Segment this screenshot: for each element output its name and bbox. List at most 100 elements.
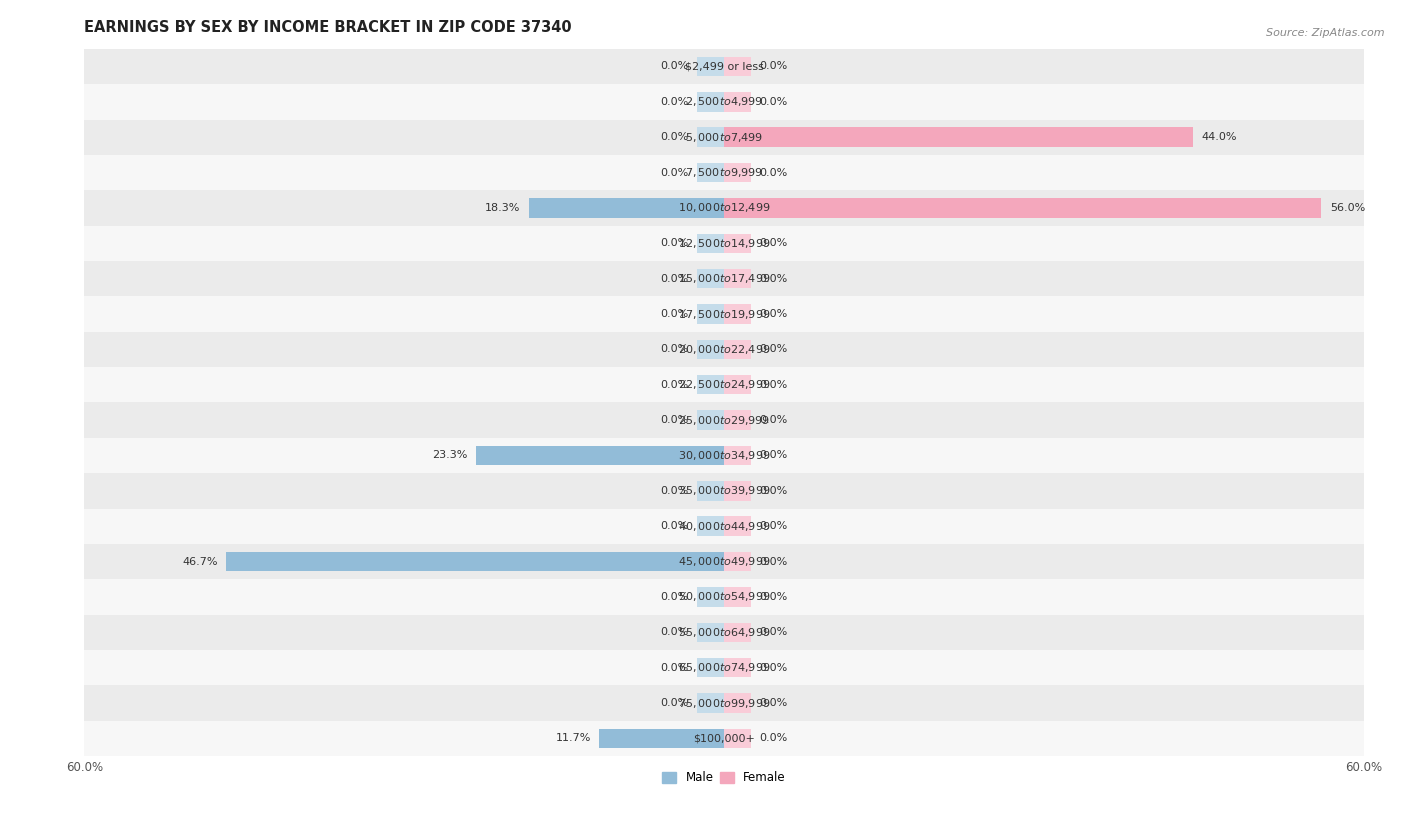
Text: 56.0%: 56.0% — [1330, 203, 1365, 213]
Text: 0.0%: 0.0% — [759, 663, 787, 672]
Bar — [475, 446, 724, 465]
Text: 0.0%: 0.0% — [759, 62, 787, 72]
Text: 0.0%: 0.0% — [661, 486, 689, 496]
Bar — [84, 402, 1364, 437]
Text: 0.0%: 0.0% — [759, 733, 787, 743]
Bar — [724, 57, 751, 76]
Text: 0.0%: 0.0% — [661, 521, 689, 531]
Bar — [84, 49, 1364, 85]
Text: $100,000+: $100,000+ — [693, 733, 755, 743]
Bar — [84, 296, 1364, 332]
Text: 0.0%: 0.0% — [759, 309, 787, 319]
Text: $25,000 to $29,999: $25,000 to $29,999 — [678, 414, 770, 427]
Text: $20,000 to $22,499: $20,000 to $22,499 — [678, 343, 770, 356]
Bar — [697, 163, 724, 182]
Text: 0.0%: 0.0% — [661, 133, 689, 142]
Text: 0.0%: 0.0% — [759, 450, 787, 460]
Text: 0.0%: 0.0% — [759, 97, 787, 107]
Bar — [724, 446, 751, 465]
Text: 0.0%: 0.0% — [661, 167, 689, 177]
Bar — [724, 92, 751, 111]
Bar — [724, 163, 751, 182]
Text: 0.0%: 0.0% — [661, 97, 689, 107]
Bar — [84, 650, 1364, 685]
Text: 0.0%: 0.0% — [759, 698, 787, 708]
Text: $7,500 to $9,999: $7,500 to $9,999 — [685, 166, 763, 179]
Text: 0.0%: 0.0% — [661, 309, 689, 319]
Text: $30,000 to $34,999: $30,000 to $34,999 — [678, 449, 770, 462]
Text: 18.3%: 18.3% — [485, 203, 520, 213]
Bar — [84, 225, 1364, 261]
Text: $40,000 to $44,999: $40,000 to $44,999 — [678, 520, 770, 533]
Bar — [697, 128, 724, 147]
Text: $15,000 to $17,499: $15,000 to $17,499 — [678, 272, 770, 285]
Text: EARNINGS BY SEX BY INCOME BRACKET IN ZIP CODE 37340: EARNINGS BY SEX BY INCOME BRACKET IN ZIP… — [84, 20, 572, 35]
Text: $50,000 to $54,999: $50,000 to $54,999 — [678, 590, 770, 603]
Text: 0.0%: 0.0% — [661, 345, 689, 354]
Text: $10,000 to $12,499: $10,000 to $12,499 — [678, 202, 770, 215]
Text: 23.3%: 23.3% — [432, 450, 467, 460]
Bar — [724, 269, 751, 289]
Bar — [84, 84, 1364, 120]
Bar — [84, 544, 1364, 579]
Bar — [724, 198, 1322, 218]
Text: 0.0%: 0.0% — [759, 521, 787, 531]
Text: 0.0%: 0.0% — [759, 415, 787, 425]
Text: 0.0%: 0.0% — [661, 628, 689, 637]
Bar — [697, 516, 724, 536]
Bar — [84, 190, 1364, 226]
Bar — [697, 340, 724, 359]
Text: 0.0%: 0.0% — [759, 238, 787, 248]
Bar — [529, 198, 724, 218]
Bar — [84, 615, 1364, 650]
Bar — [84, 720, 1364, 756]
Text: $2,500 to $4,999: $2,500 to $4,999 — [685, 95, 763, 108]
Text: 0.0%: 0.0% — [661, 415, 689, 425]
Bar — [724, 516, 751, 536]
Text: 46.7%: 46.7% — [183, 557, 218, 567]
Text: 0.0%: 0.0% — [661, 380, 689, 389]
Bar — [697, 623, 724, 642]
Bar — [84, 685, 1364, 720]
Text: 0.0%: 0.0% — [759, 274, 787, 284]
Bar — [84, 473, 1364, 509]
Bar — [724, 658, 751, 677]
Bar — [724, 728, 751, 748]
Text: 0.0%: 0.0% — [759, 628, 787, 637]
Bar — [724, 481, 751, 501]
Bar — [697, 57, 724, 76]
Bar — [697, 481, 724, 501]
Bar — [84, 437, 1364, 473]
Bar — [724, 411, 751, 430]
Text: $45,000 to $49,999: $45,000 to $49,999 — [678, 555, 770, 568]
Bar — [84, 332, 1364, 367]
Text: Source: ZipAtlas.com: Source: ZipAtlas.com — [1267, 28, 1385, 38]
Bar — [84, 509, 1364, 544]
Bar — [697, 92, 724, 111]
Bar — [84, 120, 1364, 155]
Text: 0.0%: 0.0% — [759, 557, 787, 567]
Bar — [724, 623, 751, 642]
Text: 0.0%: 0.0% — [759, 167, 787, 177]
Bar — [697, 233, 724, 253]
Text: $55,000 to $64,999: $55,000 to $64,999 — [678, 626, 770, 639]
Bar — [84, 579, 1364, 615]
Bar — [697, 375, 724, 394]
Bar — [724, 587, 751, 606]
Text: 0.0%: 0.0% — [759, 486, 787, 496]
Bar — [84, 367, 1364, 402]
Text: 0.0%: 0.0% — [759, 592, 787, 602]
Bar — [724, 304, 751, 324]
Text: $35,000 to $39,999: $35,000 to $39,999 — [678, 485, 770, 498]
Text: $22,500 to $24,999: $22,500 to $24,999 — [678, 378, 770, 391]
Text: $65,000 to $74,999: $65,000 to $74,999 — [678, 661, 770, 674]
Text: 0.0%: 0.0% — [661, 663, 689, 672]
Bar — [724, 340, 751, 359]
Text: 0.0%: 0.0% — [661, 274, 689, 284]
Text: 44.0%: 44.0% — [1202, 133, 1237, 142]
Text: 0.0%: 0.0% — [759, 345, 787, 354]
Bar — [724, 233, 751, 253]
Text: $2,499 or less: $2,499 or less — [685, 62, 763, 72]
Text: 0.0%: 0.0% — [661, 62, 689, 72]
Text: 11.7%: 11.7% — [555, 733, 591, 743]
